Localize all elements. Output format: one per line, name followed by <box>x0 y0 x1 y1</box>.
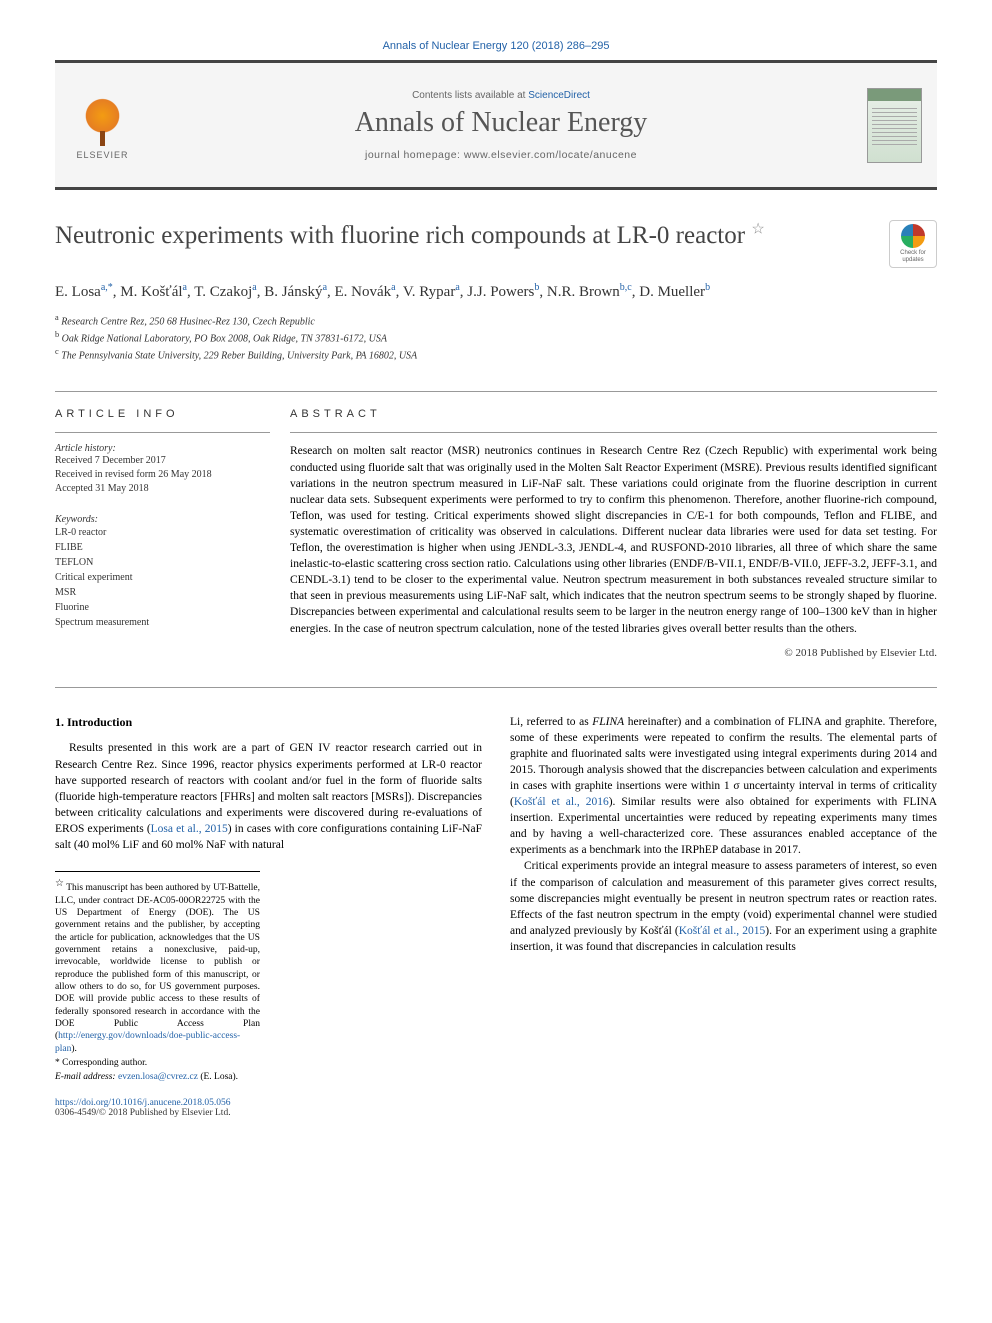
affiliation-item: b Oak Ridge National Laboratory, PO Box … <box>55 329 937 346</box>
body-text: Results presented in this work are a par… <box>55 742 482 834</box>
keyword-item: Critical experiment <box>55 570 270 585</box>
copyright-line: © 2018 Published by Elsevier Ltd. <box>290 647 937 659</box>
history-item: Received in revised form 26 May 2018 <box>55 468 270 482</box>
sciencedirect-link[interactable]: ScienceDirect <box>528 90 590 101</box>
citation-link[interactable]: Košťál et al., 2016 <box>514 796 609 808</box>
section-number: 1. <box>55 715 64 729</box>
affiliation-item: a Research Centre Rez, 250 68 Husinec-Re… <box>55 312 937 329</box>
article-title: Neutronic experiments with fluorine rich… <box>55 220 877 253</box>
elsevier-tree-icon <box>75 91 130 146</box>
star-symbol: ☆ <box>55 878 64 889</box>
body-text: hereinafter) and a combination of FLINA … <box>510 716 937 808</box>
contents-line: Contents lists available at ScienceDirec… <box>150 90 852 101</box>
citation-line: Annals of Nuclear Energy 120 (2018) 286–… <box>55 40 937 52</box>
issn-line: 0306-4549/© 2018 Published by Elsevier L… <box>55 1108 937 1118</box>
body-paragraph: Results presented in this work are a par… <box>55 740 482 853</box>
email-link[interactable]: evzen.losa@cvrez.cz <box>118 1072 198 1082</box>
homepage-prefix: journal homepage: <box>365 149 464 161</box>
article-info-label: ARTICLE INFO <box>55 408 270 420</box>
history-item: Accepted 31 May 2018 <box>55 482 270 496</box>
publisher-name: ELSEVIER <box>76 150 128 160</box>
abstract-text: Research on molten salt reactor (MSR) ne… <box>290 443 937 636</box>
footnote-email: E-mail address: evzen.losa@cvrez.cz (E. … <box>55 1071 260 1083</box>
email-label: E-mail address: <box>55 1072 118 1082</box>
check-updates-button[interactable]: Check for updates <box>889 220 937 268</box>
history-item: Received 7 December 2017 <box>55 454 270 468</box>
body-column-left: 1. Introduction Results presented in thi… <box>55 714 482 1084</box>
journal-header: ELSEVIER Contents lists available at Sci… <box>55 60 937 190</box>
section-title: Introduction <box>67 715 132 729</box>
citation-link[interactable]: Losa et al., 2015 <box>151 823 228 835</box>
keyword-item: FLIBE <box>55 540 270 555</box>
journal-cover-icon <box>867 88 922 163</box>
footnotes: ☆ This manuscript has been authored by U… <box>55 871 260 1084</box>
affiliation-item: c The Pennsylvania State University, 229… <box>55 346 937 363</box>
publisher-logo-cell: ELSEVIER <box>55 73 150 178</box>
keyword-item: Fluorine <box>55 600 270 615</box>
contents-prefix: Contents lists available at <box>412 90 528 101</box>
affiliations: a Research Centre Rez, 250 68 Husinec-Re… <box>55 312 937 364</box>
history-label: Article history: <box>55 443 270 454</box>
footnote-text: This manuscript has been authored by UT-… <box>55 883 260 1041</box>
footnote-star: ☆ This manuscript has been authored by U… <box>55 877 260 1055</box>
cover-thumb-cell <box>852 78 937 173</box>
keyword-item: TEFLON <box>55 555 270 570</box>
footnote-text: ). <box>71 1044 77 1054</box>
journal-name: Annals of Nuclear Energy <box>150 107 852 139</box>
check-updates-label: Check for updates <box>890 250 936 263</box>
keywords-label: Keywords: <box>55 514 270 525</box>
keyword-item: MSR <box>55 585 270 600</box>
footer-meta: https://doi.org/10.1016/j.anucene.2018.0… <box>55 1098 937 1118</box>
keyword-item: Spectrum measurement <box>55 615 270 630</box>
homepage-url[interactable]: www.elsevier.com/locate/anucene <box>464 149 637 161</box>
body-column-right: Li, referred to as FLINA hereinafter) an… <box>510 714 937 1084</box>
elsevier-logo: ELSEVIER <box>68 83 138 168</box>
keyword-item: LR-0 reactor <box>55 525 270 540</box>
section-heading: 1. Introduction <box>55 714 482 731</box>
abstract-label: ABSTRACT <box>290 408 937 420</box>
body-paragraph: Li, referred to as FLINA hereinafter) an… <box>510 714 937 859</box>
doi-link[interactable]: https://doi.org/10.1016/j.anucene.2018.0… <box>55 1098 937 1108</box>
section-divider <box>55 687 937 688</box>
author-list: E. Losaa,*, M. Košťála, T. Czakoja, B. J… <box>55 280 937 304</box>
body-paragraph: Critical experiments provide an integral… <box>510 858 937 955</box>
footnote-link[interactable]: http://energy.gov/downloads/doe-public-a… <box>55 1031 240 1053</box>
citation-link[interactable]: Košťál et al., 2015 <box>679 925 766 937</box>
footnote-corresponding: * Corresponding author. <box>55 1057 260 1069</box>
body-text-italic: FLINA <box>592 716 624 728</box>
title-footnote-star: ☆ <box>751 222 764 238</box>
journal-homepage: journal homepage: www.elsevier.com/locat… <box>150 149 852 161</box>
body-text: Li, referred to as <box>510 716 592 728</box>
crossmark-icon <box>901 224 925 248</box>
title-text: Neutronic experiments with fluorine rich… <box>55 222 745 249</box>
email-who: (E. Losa). <box>198 1072 238 1082</box>
